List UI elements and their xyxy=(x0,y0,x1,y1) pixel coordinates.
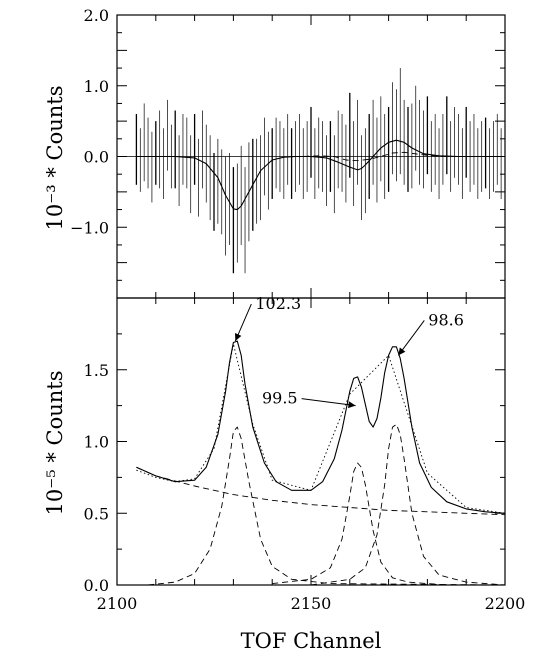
annotation-arrowhead xyxy=(348,401,356,409)
series-line-1 xyxy=(136,340,506,514)
y-tick-label: 0.0 xyxy=(84,148,109,167)
y-tick-label: 0.5 xyxy=(84,504,109,523)
series-line-2 xyxy=(136,139,505,211)
y-tick-label: 1.5 xyxy=(84,361,109,380)
series-line-3 xyxy=(136,466,506,516)
plot-frame xyxy=(116,297,506,586)
y-tick-label: 0.0 xyxy=(84,576,109,595)
y-tick-label: 1.0 xyxy=(84,77,109,96)
annotation-arrowhead xyxy=(398,347,406,356)
y-tick-label: 1.0 xyxy=(84,433,109,452)
series-line-6 xyxy=(310,423,506,586)
peak-annotation: 102.3 xyxy=(255,294,301,313)
x-tick-label: 2150 xyxy=(291,594,332,613)
x-tick-label: 2100 xyxy=(97,594,138,613)
series-line-5 xyxy=(272,462,447,586)
annotation-arrow xyxy=(301,398,356,407)
x-axis-label: TOF Channel xyxy=(241,629,382,653)
y-tick-label: 2.0 xyxy=(84,6,109,25)
top-y-axis-label: 10⁻³ * Counts xyxy=(43,85,67,230)
annotation-arrowhead xyxy=(235,333,242,342)
series-line-3 xyxy=(303,151,467,162)
bottom-y-axis-label: 10⁻⁵ * Counts xyxy=(43,370,67,515)
annotation-arrow xyxy=(397,320,425,356)
series-line-2 xyxy=(136,343,506,514)
series-line-4 xyxy=(147,426,506,586)
peak-annotation: 98.6 xyxy=(428,310,464,329)
y-tick-label: −1.0 xyxy=(70,218,109,237)
peak-annotation: 99.5 xyxy=(262,389,298,408)
x-tick-label: 2200 xyxy=(485,594,526,613)
top-panel: 2.0 1.0 0.0 −1.0 xyxy=(70,6,506,299)
